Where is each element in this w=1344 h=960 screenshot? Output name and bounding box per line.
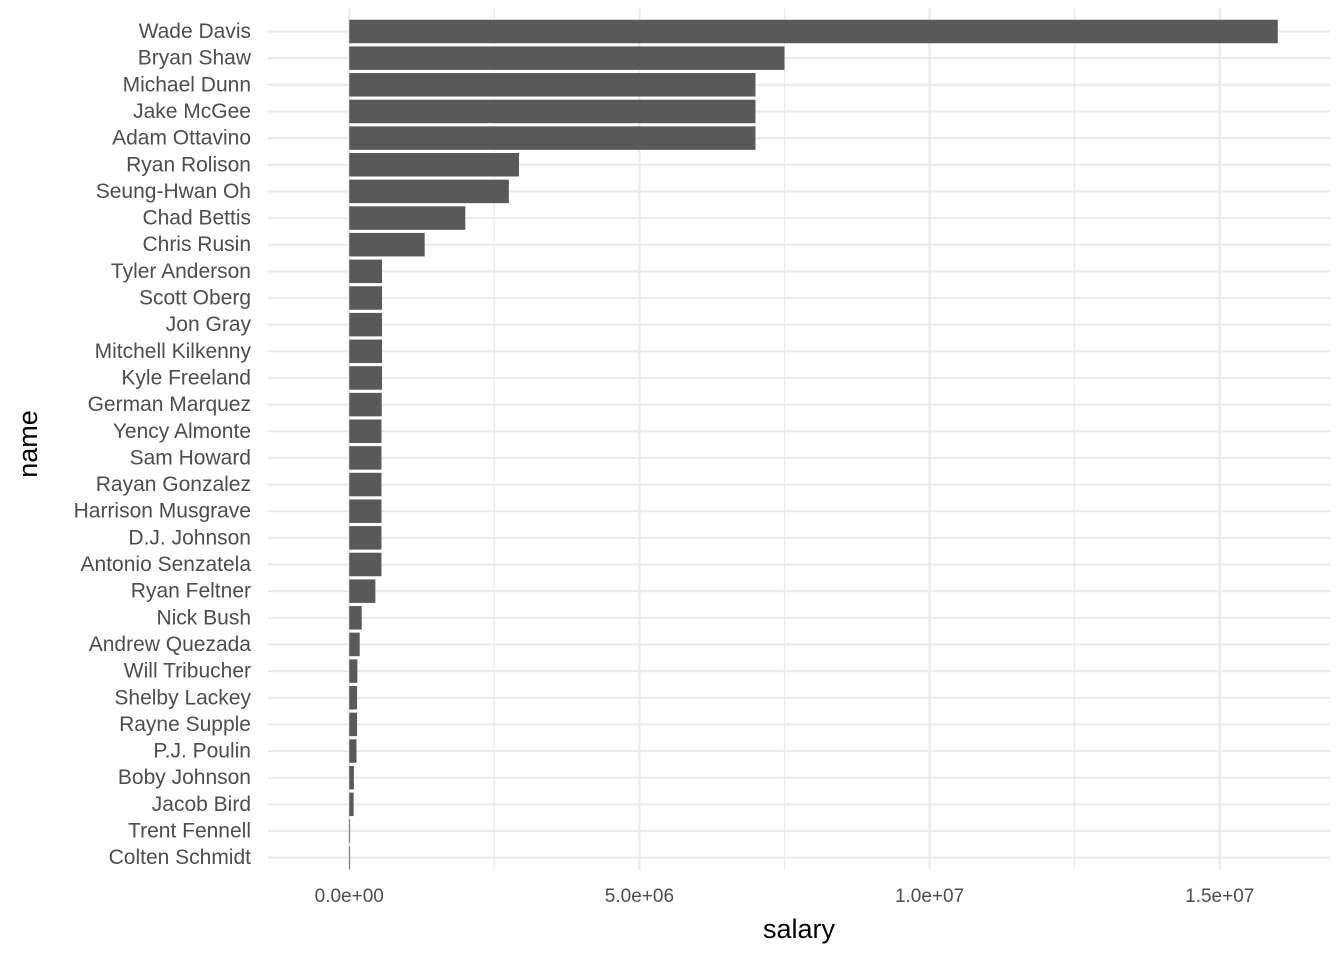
y-tick-label: Bryan Shaw [138, 47, 252, 70]
y-tick-label: Ryan Feltner [131, 580, 251, 603]
bar [349, 552, 382, 577]
y-tick-label: Nick Bush [156, 606, 251, 629]
bar [349, 712, 358, 737]
y-tick-label: Shelby Lackey [114, 686, 251, 709]
y-axis-title: name [13, 410, 43, 478]
bar [349, 472, 382, 497]
y-tick-label: Harrison Musgrave [74, 500, 251, 523]
bar [349, 206, 466, 230]
x-tick-label: 5.0e+06 [605, 886, 674, 907]
bar [349, 659, 358, 683]
y-tick-label: Scott Oberg [139, 287, 251, 310]
bar [349, 606, 362, 630]
bar [349, 99, 756, 124]
y-tick-label: Chad Bettis [142, 207, 251, 230]
y-tick-label: Will Tribucher [124, 660, 251, 683]
y-tick-label: Tyler Anderson [111, 260, 251, 283]
y-tick-label: Wade Davis [139, 20, 251, 43]
y-tick-label: Ryan Rolison [126, 153, 251, 176]
y-tick-label: P.J. Poulin [153, 740, 251, 763]
bar [349, 579, 376, 603]
bar [349, 232, 425, 257]
bar [349, 259, 383, 284]
bar [349, 819, 351, 843]
y-tick-label: Jacob Bird [152, 793, 251, 816]
y-tick-label: German Marquez [88, 393, 251, 416]
bar [349, 499, 382, 523]
bar [349, 153, 519, 177]
bar [349, 419, 382, 443]
bar [349, 366, 383, 390]
x-tick-label: 1.0e+07 [895, 886, 964, 907]
y-tick-label: Jake McGee [133, 100, 251, 123]
bar [349, 392, 382, 417]
bar [349, 126, 756, 150]
x-tick-label: 0.0e+00 [315, 886, 384, 907]
y-tick-label: Jon Gray [166, 313, 252, 336]
bar [349, 765, 354, 790]
bar [349, 339, 383, 364]
bar [349, 632, 360, 657]
y-tick-label: Adam Ottavino [112, 127, 251, 150]
bar [349, 686, 358, 710]
y-tick-label: Colten Schmidt [109, 846, 252, 869]
y-tick-labels: Wade Davis Bryan Shaw Michael Dunn Jake McG… [74, 20, 252, 869]
x-axis-title: salary [763, 914, 836, 944]
y-tick-label: Rayne Supple [119, 713, 251, 736]
x-tick-labels: 0.0e+00 5.0e+06 1.0e+07 1.5e+07 [315, 886, 1255, 907]
y-tick-label: Andrew Quezada [89, 633, 252, 656]
y-tick-label: Rayan Gonzalez [96, 473, 251, 496]
bar [349, 446, 382, 470]
bar [349, 73, 756, 97]
y-tick-label: Chris Rusin [142, 233, 251, 256]
y-tick-label: Trent Fennell [128, 820, 251, 843]
bars-layer [349, 19, 1278, 870]
y-tick-label: Michael Dunn [123, 73, 251, 96]
y-tick-label: Yency Almonte [113, 420, 251, 443]
bar [349, 286, 383, 310]
x-tick-label: 1.5e+07 [1185, 886, 1254, 907]
y-tick-label: Boby Johnson [118, 766, 251, 789]
y-tick-label: Mitchell Kilkenny [95, 340, 252, 363]
y-tick-label: Seung-Hwan Oh [96, 180, 251, 203]
bar [349, 845, 351, 870]
y-tick-label: D.J. Johnson [128, 526, 251, 549]
bar [349, 179, 509, 204]
y-tick-label: Antonio Senzatela [81, 553, 252, 576]
bar [349, 792, 354, 817]
bar [349, 739, 357, 763]
bar [349, 526, 382, 550]
bar [349, 312, 383, 337]
bar [349, 46, 785, 70]
y-tick-label: Sam Howard [130, 446, 251, 469]
y-tick-label: Kyle Freeland [121, 366, 251, 389]
bar [349, 19, 1278, 44]
